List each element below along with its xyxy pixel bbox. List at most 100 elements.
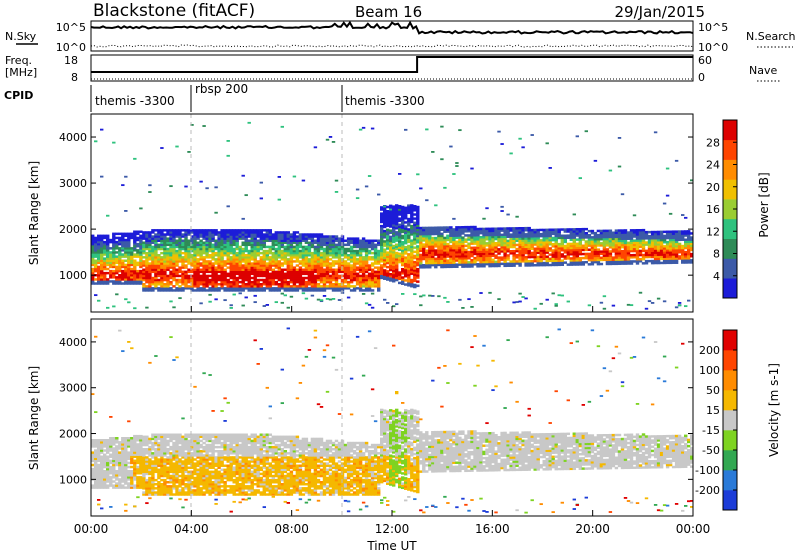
heatmap-cell [531, 246, 534, 248]
heatmap-cell [160, 256, 163, 258]
heatmap-cell [594, 160, 597, 162]
heatmap-cell [353, 285, 356, 287]
heatmap-cell [91, 278, 94, 280]
heatmap-cell [109, 484, 112, 486]
heatmap-cell [618, 240, 621, 242]
heatmap-cell [208, 289, 211, 291]
heatmap-cell [341, 240, 344, 242]
heatmap-cell [227, 289, 230, 291]
heatmap-cell [284, 294, 287, 296]
heatmap-cell [242, 237, 245, 239]
heatmap-cell [576, 243, 579, 245]
heatmap-cell [425, 129, 428, 131]
heatmap-cell [419, 264, 422, 266]
heatmap-cell [145, 458, 148, 460]
heatmap-cell [449, 249, 452, 251]
heatmap-cell [154, 252, 157, 254]
heatmap-cell [494, 234, 497, 236]
heatmap-cell [558, 237, 561, 239]
heatmap-cell [603, 230, 606, 232]
heatmap-cell [142, 252, 145, 254]
heatmap-cell [678, 232, 681, 234]
heatmap-cell [678, 305, 681, 307]
heatmap-cell [458, 239, 461, 241]
heatmap-cell [199, 271, 202, 273]
heatmap-cell [546, 258, 549, 260]
heatmap-cell [211, 240, 214, 242]
heatmap-cell [341, 289, 344, 291]
heatmap-cell [524, 246, 527, 248]
heatmap-cell [446, 249, 449, 251]
heatmap-cell [627, 252, 630, 254]
heatmap-cell [311, 285, 314, 287]
heatmap-cell [329, 235, 332, 237]
heatmap-cell [597, 248, 600, 250]
heatmap-cell [528, 262, 531, 264]
heatmap-cell [254, 271, 257, 273]
heatmap-cell [181, 233, 184, 235]
heatmap-cell [169, 262, 172, 264]
heatmap-cell [591, 242, 594, 244]
heatmap-cell [392, 253, 395, 255]
heatmap-cell [193, 229, 196, 231]
heatmap-cell [106, 462, 109, 464]
heatmap-cell [422, 243, 425, 245]
heatmap-cell [440, 262, 443, 264]
heatmap-cell [236, 240, 239, 242]
heatmap-cell [230, 260, 233, 262]
heatmap-cell [618, 231, 621, 233]
heatmap-cell [552, 239, 555, 241]
heatmap-cell [130, 278, 133, 280]
heatmap-cell [211, 233, 214, 235]
heatmap-cell [172, 275, 175, 277]
heatmap-cell [534, 308, 537, 310]
heatmap-cell [248, 281, 251, 283]
heatmap-cell [139, 437, 142, 439]
heatmap-cell [419, 248, 422, 250]
heatmap-cell [392, 212, 395, 214]
heatmap-cell [311, 233, 314, 235]
heatmap-cell [145, 244, 148, 246]
heatmap-cell [341, 271, 344, 273]
heatmap-cell [362, 266, 365, 268]
heatmap-cell [368, 175, 371, 177]
heatmap-cell [455, 241, 458, 243]
heatmap-cell [91, 268, 94, 270]
heatmap-cell [281, 250, 284, 252]
heatmap-cell [684, 247, 687, 249]
heatmap-cell [248, 122, 251, 124]
heatmap-cell [458, 259, 461, 261]
heatmap-cell [290, 269, 293, 271]
heatmap-cell [230, 244, 233, 246]
heatmap-cell [600, 302, 603, 304]
heatmap-cell [266, 229, 269, 231]
heatmap-cell [103, 262, 106, 264]
heatmap-cell [491, 238, 494, 240]
heatmap-cell [121, 253, 124, 255]
heatmap-cell [561, 237, 564, 239]
heatmap-cell [109, 241, 112, 243]
heatmap-cell [124, 276, 127, 278]
heatmap-cell [94, 247, 97, 249]
heatmap-cell [371, 293, 374, 295]
heatmap-cell [579, 243, 582, 245]
heatmap-cell [133, 255, 136, 257]
heatmap-cell [570, 249, 573, 251]
heatmap-cell [374, 266, 377, 268]
heatmap-cell [537, 247, 540, 249]
heatmap-cell [169, 233, 172, 235]
heatmap-cell [112, 458, 115, 460]
heatmap-cell [106, 215, 109, 217]
heatmap-cell [515, 240, 518, 242]
heatmap-cell [269, 231, 272, 233]
heatmap-cell [497, 244, 500, 246]
heatmap-cell [630, 304, 633, 306]
heatmap-cell [534, 231, 537, 233]
heatmap-cell [242, 244, 245, 246]
heatmap-cell [133, 474, 136, 476]
heatmap-cell [121, 260, 124, 262]
heatmap-cell [251, 252, 254, 254]
heatmap-cell [479, 261, 482, 263]
heatmap-cell [371, 256, 374, 258]
heatmap-cell [248, 231, 251, 233]
